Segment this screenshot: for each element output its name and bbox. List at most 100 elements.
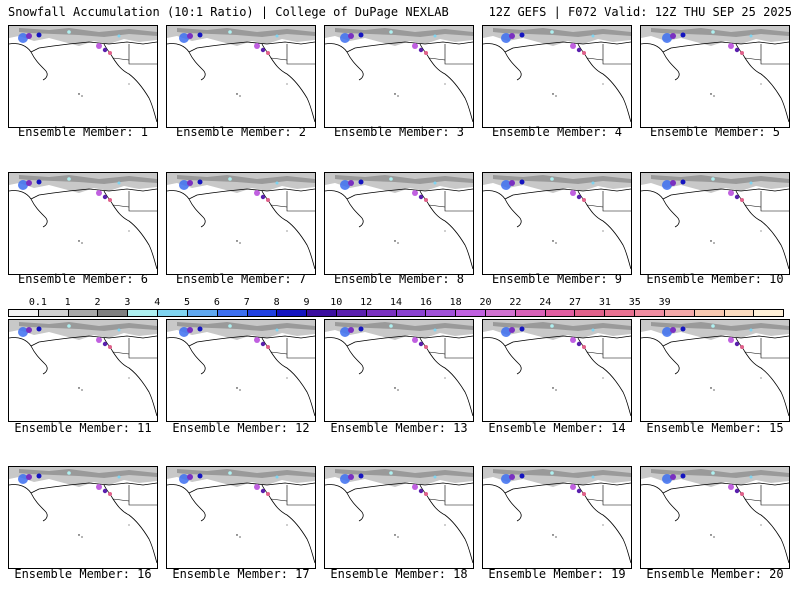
snowfall-map [167,173,315,274]
colorbar-cell [158,310,188,316]
snowfall-map [9,26,157,127]
colorbar-cell [38,310,69,316]
ensemble-member-label: Ensemble Member: 16 [14,567,152,581]
snowfall-map [641,320,789,421]
run-valid-time: 12Z GEFS | F072 Valid: 12Z THU SEP 25 20… [488,5,792,19]
snowfall-map [167,26,315,127]
ensemble-map-panel [166,25,316,128]
ensemble-member-label: Ensemble Member: 9 [491,272,623,286]
colorbar-cell [307,310,337,316]
snowfall-map [167,467,315,568]
colorbar-tick-label: 12 [360,297,373,308]
colorbar-cell [664,310,695,316]
colorbar-cell [605,310,636,316]
map-header: Snowfall Accumulation (10:1 Ratio) | Col… [0,0,800,22]
ensemble-map-panel [8,25,158,128]
ensemble-map-panel [166,319,316,422]
colorbar-cell [366,310,397,316]
ensemble-map-panel [640,466,790,569]
snowfall-map [483,26,631,127]
colorbar-tick-label: 27 [569,297,582,308]
ensemble-map-panel [324,25,474,128]
colorbar-cell [486,310,516,316]
ensemble-map-panel [324,319,474,422]
colorbar-tick-label: 22 [509,297,522,308]
colorbar-tick-label: 20 [479,297,492,308]
colorbar-tick-label: 10 [330,297,343,308]
ensemble-map-panel [8,319,158,422]
snowfall-map [325,26,473,127]
ensemble-member-label: Ensemble Member: 3 [333,125,465,139]
colorbar-cell [336,310,367,316]
colorbar-cell [575,310,606,316]
ensemble-map-panel [640,172,790,275]
ensemble-member-label: Ensemble Member: 5 [649,125,781,139]
ensemble-member-label: Ensemble Member: 10 [646,272,784,286]
ensemble-member-label: Ensemble Member: 6 [17,272,149,286]
ensemble-member-label: Ensemble Member: 17 [172,567,310,581]
colorbar-tick-label: 16 [419,297,432,308]
colorbar-cell [456,310,486,316]
colorbar-cell [9,310,39,316]
snowfall-map [483,467,631,568]
colorbar-cell [187,310,218,316]
ensemble-map-panel [640,25,790,128]
colorbar-tick-labels: 0.1 1 2 3 4 5 6 7 8 9 10 12 14 16 18 20 22 24 27 31 35 39 [0,297,800,309]
colorbar-tick-label: 39 [658,297,671,308]
product-title: Snowfall Accumulation (10:1 Ratio) | Col… [8,5,449,19]
colorbar-tick-label: 1 [64,297,71,308]
colorbar-cell [694,310,725,316]
colorbar-cell [724,310,755,316]
snowfall-map [483,173,631,274]
colorbar-tick-label: 5 [184,297,191,308]
snowfall-map [325,173,473,274]
ensemble-map-panel [8,466,158,569]
snowfall-map [641,26,789,127]
ensemble-member-label: Ensemble Member: 18 [330,567,468,581]
colorbar-tick-label: 35 [628,297,641,308]
ensemble-map-panel [482,466,632,569]
colorbar-cell [98,310,129,316]
snowfall-map [9,467,157,568]
colorbar-cell [247,310,278,316]
colorbar-tick-label: 0.1 [28,297,47,308]
colorbar-tick-label: 31 [598,297,611,308]
snowfall-map [9,173,157,274]
colorbar-tick-label: 7 [243,297,250,308]
ensemble-map-panel [482,25,632,128]
ensemble-member-label: Ensemble Member: 20 [646,567,784,581]
ensemble-map-panel [8,172,158,275]
ensemble-member-label: Ensemble Member: 4 [491,125,623,139]
snowfall-colorbar [8,309,784,317]
colorbar-tick-label: 8 [273,297,280,308]
colorbar-tick-label: 3 [124,297,131,308]
ensemble-map-panel [166,172,316,275]
colorbar-cell [754,310,784,316]
snowfall-map [9,320,157,421]
snowfall-map [483,320,631,421]
ensemble-map-panel [482,319,632,422]
ensemble-member-label: Ensemble Member: 13 [330,421,468,435]
ensemble-map-panel [640,319,790,422]
snowfall-map [641,173,789,274]
colorbar-tick-label: 2 [94,297,101,308]
colorbar-cell [277,310,308,316]
colorbar-tick-label: 24 [539,297,552,308]
colorbar-tick-label: 4 [154,297,161,308]
colorbar-cell [635,310,665,316]
colorbar-tick-label: 18 [449,297,462,308]
colorbar-tick-label: 14 [389,297,403,308]
colorbar-cell [545,310,576,316]
ensemble-member-label: Ensemble Member: 8 [333,272,465,286]
colorbar-cell [396,310,427,316]
colorbar-tick-label: 6 [213,297,220,308]
ensemble-member-label: Ensemble Member: 19 [488,567,626,581]
colorbar-cell [128,310,159,316]
ensemble-member-label: Ensemble Member: 15 [646,421,784,435]
snowfall-map [641,467,789,568]
ensemble-member-label: Ensemble Member: 1 [17,125,149,139]
ensemble-member-label: Ensemble Member: 7 [175,272,307,286]
snowfall-map [325,320,473,421]
ensemble-member-label: Ensemble Member: 12 [172,421,310,435]
colorbar-tick-label: 9 [303,297,310,308]
